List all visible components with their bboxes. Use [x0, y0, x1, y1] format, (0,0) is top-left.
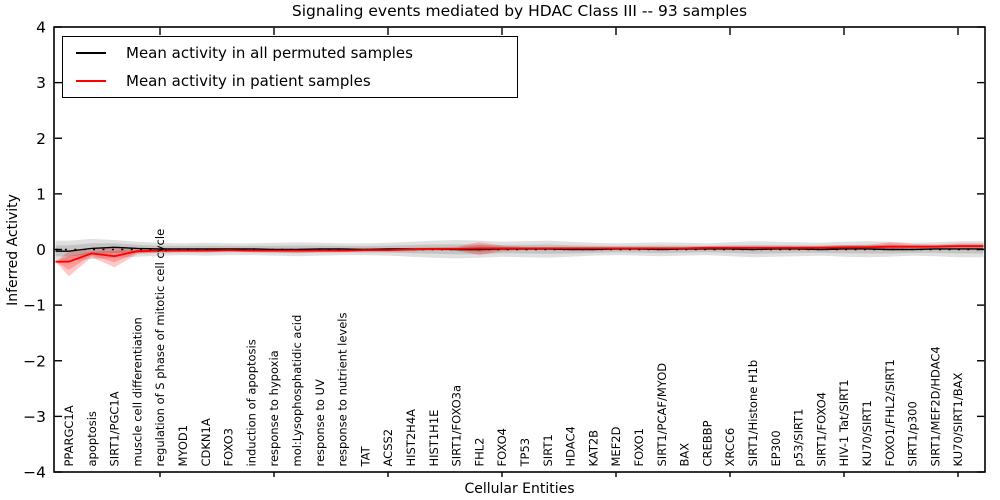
x-tick-label: PPARGC1A: [62, 405, 76, 466]
y-tick-label: 0: [36, 241, 46, 259]
y-tick-label: −1: [23, 297, 46, 315]
x-tick-label: HIST2H4A: [404, 409, 418, 467]
x-tick-label: KU70/SIRT1/BAX: [951, 373, 965, 467]
x-tick-label: SIRT1/FOXO4: [814, 392, 828, 467]
x-tick-label: CREBBP: [700, 420, 714, 466]
x-tick-label: FOXO1/FHL2/SIRT1: [883, 359, 897, 466]
x-tick-label: MEF2D: [609, 426, 623, 466]
x-tick-label: HDAC4: [564, 426, 578, 466]
x-tick-label: response to hypoxia: [267, 350, 281, 466]
x-tick-label: response to nutrient levels: [336, 313, 350, 467]
x-tick-label: KU70/SIRT1: [860, 400, 874, 466]
legend-item-permuted: Mean activity in all permuted samples: [63, 39, 517, 67]
plot-frame: [53, 26, 986, 473]
x-tick-label: MYOD1: [176, 425, 190, 467]
y-tick-label: 2: [36, 130, 46, 148]
y-tick-label: 1: [36, 185, 46, 203]
y-tick-label: −4: [23, 464, 46, 482]
x-tick-label: SIRT1/FOXO3a: [450, 385, 464, 467]
x-tick-label: KAT2B: [586, 430, 600, 467]
x-tick-label: TP53: [518, 438, 532, 468]
x-tick-label: apoptosis: [85, 411, 99, 466]
x-tick-label: regulation of S phase of mitotic cell cy…: [153, 229, 167, 467]
x-tick-label: FOXO1: [632, 428, 646, 466]
legend-line-patient-icon: [76, 80, 106, 82]
x-tick-label: HIV-1 Tat/SIRT1: [837, 379, 851, 466]
x-tick-label: SIRT1/MEF2D/HDAC4: [928, 346, 942, 466]
line-patient-mean: [55, 245, 984, 263]
band-outer-series-0: [55, 238, 984, 261]
x-tick-label: SIRT1: [541, 434, 555, 466]
x-tick-label: FOXO4: [495, 428, 509, 466]
x-axis-label: Cellular Entities: [464, 481, 575, 497]
x-tick-label: FHL2: [472, 438, 486, 467]
y-axis-label: Inferred Activity: [5, 194, 21, 306]
x-tick-label: FOXO3: [222, 428, 236, 466]
x-tick-label: mol:Lysophosphatidic acid: [290, 315, 304, 467]
x-tick-label: SIRT1/PCAF/MYOD: [655, 363, 669, 467]
legend: Mean activity in all permuted samples Me…: [62, 36, 518, 98]
legend-item-patient: Mean activity in patient samples: [63, 67, 517, 95]
y-tick-label: −3: [23, 408, 46, 426]
x-tick-label: XRCC6: [723, 428, 737, 467]
x-tick-label: CDKN1A: [199, 418, 213, 466]
y-tick-label: 3: [36, 74, 46, 92]
x-tick-label: response to UV: [313, 379, 327, 467]
legend-label-permuted: Mean activity in all permuted samples: [126, 44, 413, 62]
x-tick-label: HIST1H1E: [427, 410, 441, 467]
x-tick-label: ACSS2: [381, 429, 395, 467]
y-tick-label: 4: [36, 19, 46, 37]
x-tick-label: EP300: [769, 430, 783, 466]
x-tick-label: TAT: [358, 445, 372, 467]
x-tick-label: SIRT1/Histone H1b: [746, 360, 760, 467]
x-tick-label: p53/SIRT1: [792, 409, 806, 467]
x-tick-label: SIRT1/PGC1A: [108, 391, 122, 466]
x-tick-label: induction of apoptosis: [244, 339, 258, 466]
band-inner-series-0: [55, 243, 984, 257]
legend-line-permuted-icon: [76, 52, 106, 54]
chart-title: Signaling events mediated by HDAC Class …: [291, 2, 748, 20]
x-tick-label: SIRT1/p300: [906, 401, 920, 466]
x-tick-label: BAX: [678, 443, 692, 467]
x-tick-label: muscle cell differentiation: [130, 317, 144, 466]
y-tick-label: −2: [23, 352, 46, 370]
legend-label-patient: Mean activity in patient samples: [126, 72, 371, 90]
